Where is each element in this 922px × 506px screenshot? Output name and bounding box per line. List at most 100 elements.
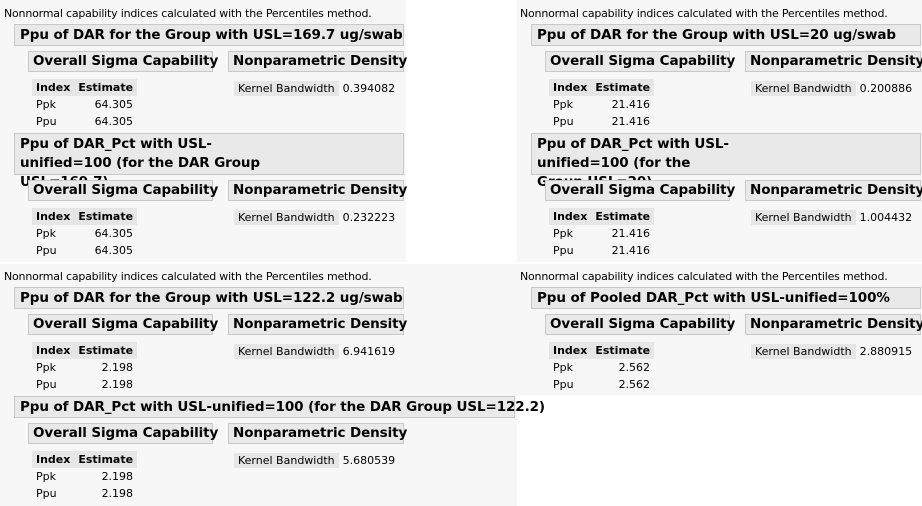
outline-header[interactable]: Ppu of DAR_Pct with USL-unified=100 (for… — [531, 133, 921, 190]
index-cell: Ppk — [36, 361, 56, 374]
table-row: Ppu 64.305 — [32, 242, 137, 259]
column-header-index[interactable]: Index — [549, 79, 592, 96]
outline-header[interactable]: Ppu of DAR_Pct with USL-unified=100 (for… — [14, 396, 545, 418]
estimate-cell: 2.198 — [101, 487, 134, 500]
overall-sigma-header[interactable]: Overall Sigma Capability — [545, 180, 735, 201]
table-row: Ppu 2.198 — [32, 485, 137, 502]
estimate-cell: 2.562 — [618, 361, 651, 374]
table-row: Ppk 2.562 — [549, 359, 654, 376]
kernel-bandwidth-value: 6.941619 — [342, 345, 396, 358]
column-header-index[interactable]: Index — [32, 79, 75, 96]
index-cell: Ppu — [36, 487, 57, 500]
column-header-estimate[interactable]: Estimate — [591, 208, 655, 225]
index-cell: Ppk — [553, 361, 573, 374]
outline-header[interactable]: Ppu of DAR_Pct with USL-unified=100 (for… — [14, 133, 404, 190]
kernel-bandwidth-label: Kernel Bandwidth — [234, 81, 339, 96]
capability-table: Index Estimate Ppk 21.416 Ppu 21.416 — [549, 79, 655, 130]
overall-sigma-header[interactable]: Overall Sigma Capability — [28, 423, 218, 444]
estimate-cell: 21.416 — [611, 227, 651, 240]
overall-sigma-header[interactable]: Overall Sigma Capability — [545, 51, 735, 72]
table-row: Ppk 2.198 — [32, 468, 137, 485]
nonparametric-density-header[interactable]: Nonparametric Density — [745, 51, 922, 72]
capability-table: Index Estimate Ppk 2.198 Ppu 2.198 — [32, 342, 138, 393]
overall-sigma-header[interactable]: Overall Sigma Capability — [545, 314, 735, 335]
index-cell: Ppu — [36, 115, 57, 128]
table-row: Ppk 64.305 — [32, 225, 137, 242]
table-row: Ppk 64.305 — [32, 96, 137, 113]
column-header-estimate[interactable]: Estimate — [74, 208, 138, 225]
outline-header[interactable]: Ppu of Pooled DAR_Pct with USL-unified=1… — [531, 287, 921, 309]
kernel-bandwidth: Kernel Bandwidth 1.004432 — [751, 210, 913, 225]
column-header-index[interactable]: Index — [32, 208, 75, 225]
column-header-index[interactable]: Index — [549, 342, 592, 359]
nonparametric-density-header[interactable]: Nonparametric Density — [745, 314, 922, 335]
kernel-bandwidth: Kernel Bandwidth 0.232223 — [234, 210, 396, 225]
index-cell: Ppk — [36, 470, 56, 483]
table-row: Ppu 21.416 — [549, 242, 654, 259]
nonparametric-density-header[interactable]: Nonparametric Density — [745, 180, 922, 201]
kernel-bandwidth-label: Kernel Bandwidth — [751, 344, 856, 359]
index-cell: Ppk — [36, 98, 56, 111]
kernel-bandwidth-value: 0.232223 — [342, 211, 396, 224]
capability-table: Index Estimate Ppk 64.305 Ppu 64.305 — [32, 79, 138, 130]
table-row: Ppu 2.198 — [32, 376, 137, 393]
outline-header[interactable]: Ppu of DAR for the Group with USL=169.7 … — [14, 24, 404, 46]
kernel-bandwidth: Kernel Bandwidth 2.880915 — [751, 344, 913, 359]
column-header-index[interactable]: Index — [549, 208, 592, 225]
capability-table: Index Estimate Ppk 21.416 Ppu 21.416 — [549, 208, 655, 259]
kernel-bandwidth-value: 0.394082 — [342, 82, 396, 95]
outline-header[interactable]: Ppu of DAR for the Group with USL=122.2 … — [14, 287, 404, 309]
method-note: Nonnormal capability indices calculated … — [520, 270, 888, 283]
kernel-bandwidth-value: 2.880915 — [859, 345, 913, 358]
table-row: Ppu 64.305 — [32, 113, 137, 130]
index-cell: Ppu — [36, 244, 57, 257]
index-cell: Ppu — [36, 378, 57, 391]
method-note: Nonnormal capability indices calculated … — [4, 7, 372, 20]
estimate-cell: 2.198 — [101, 470, 134, 483]
kernel-bandwidth-label: Kernel Bandwidth — [751, 81, 856, 96]
overall-sigma-header[interactable]: Overall Sigma Capability — [28, 314, 218, 335]
index-cell: Ppk — [36, 227, 56, 240]
kernel-bandwidth-value: 1.004432 — [859, 211, 913, 224]
index-cell: Ppk — [553, 227, 573, 240]
overall-sigma-header[interactable]: Overall Sigma Capability — [28, 180, 218, 201]
capability-table: Index Estimate Ppk 2.198 Ppu 2.198 — [32, 451, 138, 502]
column-header-estimate[interactable]: Estimate — [74, 451, 138, 468]
estimate-cell: 21.416 — [611, 115, 651, 128]
kernel-bandwidth-label: Kernel Bandwidth — [234, 210, 339, 225]
table-row: Ppk 21.416 — [549, 96, 654, 113]
kernel-bandwidth-value: 0.200886 — [859, 82, 913, 95]
kernel-bandwidth: Kernel Bandwidth 0.200886 — [751, 81, 913, 96]
estimate-cell: 64.305 — [94, 98, 134, 111]
kernel-bandwidth: Kernel Bandwidth 6.941619 — [234, 344, 396, 359]
column-header-estimate[interactable]: Estimate — [591, 342, 655, 359]
estimate-cell: 2.198 — [101, 378, 134, 391]
overall-sigma-header[interactable]: Overall Sigma Capability — [28, 51, 218, 72]
estimate-cell: 64.305 — [94, 244, 134, 257]
kernel-bandwidth-label: Kernel Bandwidth — [234, 453, 339, 468]
estimate-cell: 64.305 — [94, 115, 134, 128]
nonparametric-density-header[interactable]: Nonparametric Density — [228, 423, 407, 444]
method-note: Nonnormal capability indices calculated … — [4, 270, 372, 283]
capability-table: Index Estimate Ppk 64.305 Ppu 64.305 — [32, 208, 138, 259]
column-header-estimate[interactable]: Estimate — [74, 342, 138, 359]
column-header-index[interactable]: Index — [32, 342, 75, 359]
table-row: Ppu 21.416 — [549, 113, 654, 130]
estimate-cell: 21.416 — [611, 98, 651, 111]
index-cell: Ppu — [553, 115, 574, 128]
table-row: Ppu 2.562 — [549, 376, 654, 393]
kernel-bandwidth: Kernel Bandwidth 0.394082 — [234, 81, 396, 96]
nonparametric-density-header[interactable]: Nonparametric Density — [228, 51, 407, 72]
kernel-bandwidth-value: 5.680539 — [342, 454, 396, 467]
kernel-bandwidth: Kernel Bandwidth 5.680539 — [234, 453, 396, 468]
column-header-estimate[interactable]: Estimate — [74, 79, 138, 96]
column-header-index[interactable]: Index — [32, 451, 75, 468]
column-header-estimate[interactable]: Estimate — [591, 79, 655, 96]
estimate-cell: 2.198 — [101, 361, 134, 374]
outline-header[interactable]: Ppu of DAR for the Group with USL=20 ug/… — [531, 24, 921, 46]
estimate-cell: 2.562 — [618, 378, 651, 391]
nonparametric-density-header[interactable]: Nonparametric Density — [228, 180, 407, 201]
capability-table: Index Estimate Ppk 2.562 Ppu 2.562 — [549, 342, 655, 393]
method-note: Nonnormal capability indices calculated … — [520, 7, 888, 20]
nonparametric-density-header[interactable]: Nonparametric Density — [228, 314, 407, 335]
